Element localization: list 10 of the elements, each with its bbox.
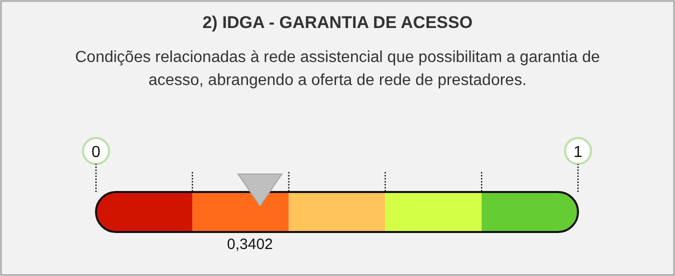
x-tick-label: 1 — [574, 144, 583, 161]
chart-subtitle: Condições relacionadas à rede assistencial que possibilitam a garantia de acesso, abrangendo a oferta de rede de prestadores. — [75, 49, 600, 89]
bar — [482, 192, 578, 232]
ref-line-label: 0,3402 — [227, 236, 273, 253]
bar — [192, 192, 289, 232]
bar — [288, 192, 386, 232]
chart-title: 2) IDGA - GARANTIA DE ACESSO — [202, 13, 473, 32]
x-tick-label: 0 — [92, 144, 101, 161]
bar — [96, 192, 192, 232]
bar — [385, 192, 482, 232]
